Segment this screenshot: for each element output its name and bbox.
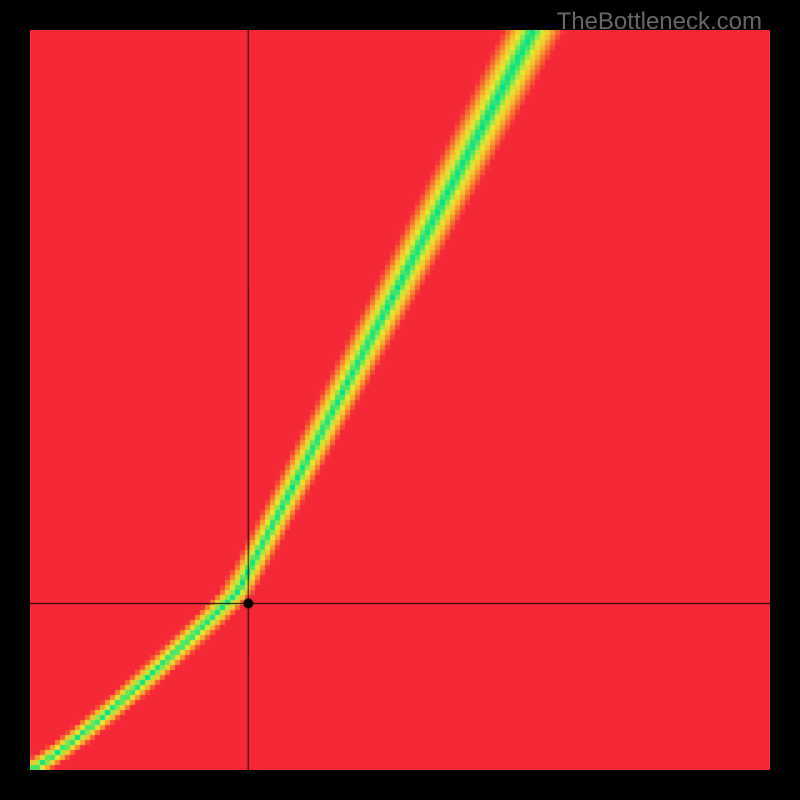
heatmap-plot-area (30, 30, 770, 770)
heatmap-canvas (30, 30, 770, 770)
chart-container: TheBottleneck.com (0, 0, 800, 800)
watermark-text: TheBottleneck.com (557, 8, 762, 36)
